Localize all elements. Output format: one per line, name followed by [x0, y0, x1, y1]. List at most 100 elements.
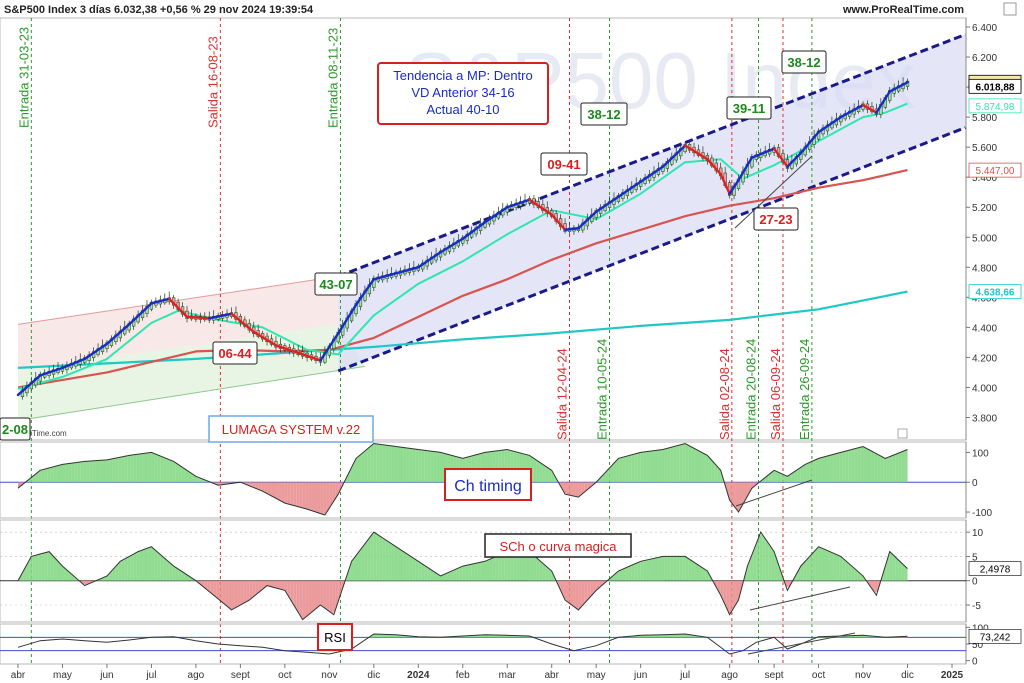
rsi-overbought-fill [498, 635, 502, 638]
ch-timing-fill [430, 451, 434, 483]
y-tick-label: 5 [972, 552, 978, 563]
ch-timing-line [17, 442, 908, 516]
ch-timing-fill [643, 451, 647, 483]
ch-timing-fill [293, 482, 297, 507]
sch-fill [364, 539, 368, 581]
site-label[interactable]: www.ProRealTime.com [842, 4, 964, 16]
price-line-segment [861, 103, 878, 114]
price-line-segment [439, 237, 464, 254]
ch-timing-fill [646, 451, 650, 483]
ch-timing-fill [439, 452, 443, 483]
rsi-value-box [968, 629, 1022, 644]
ch-timing-fill [145, 452, 149, 483]
close-box[interactable] [1003, 2, 1017, 16]
sch-fill [323, 580, 327, 610]
sch-fill [495, 555, 499, 581]
divergence-line-ch [735, 479, 813, 507]
sch-fill [314, 580, 318, 610]
ch-timing-fill [877, 454, 881, 483]
ch-timing-fill [175, 462, 179, 483]
ch-timing-fill [702, 453, 706, 483]
sch-fill [833, 553, 837, 581]
sch-fill [483, 560, 487, 581]
sch-fill [222, 580, 226, 605]
sch-fill [308, 580, 312, 615]
sch-fill [895, 557, 899, 581]
ch-timing-fill [868, 449, 872, 483]
ch-timing-fill [47, 467, 51, 483]
sch-fill [267, 580, 271, 587]
trend-line-2: VD Anterior 34-16 [411, 85, 514, 100]
system-label: LUMAGA SYSTEM v.22 [222, 422, 360, 437]
sch-fill [252, 580, 256, 598]
entry-signal-label: Entrada 10-05-24 [595, 339, 610, 440]
ch-timing-fill [376, 443, 380, 483]
sch-fill [65, 568, 69, 581]
info-icon [897, 428, 908, 439]
ch-timing-fill [824, 456, 828, 483]
sch-fill [412, 557, 416, 581]
ch-timing-fill [634, 453, 638, 483]
ch-timing-fill [50, 466, 54, 483]
rsi-panel: 100 50 0 73,242 [0, 623, 1022, 668]
sch-fill [756, 535, 760, 581]
sch-fill [367, 536, 371, 581]
ch-timing-fill [572, 482, 576, 497]
sch-fill [768, 542, 772, 581]
y-tick-label: 10 [972, 528, 984, 539]
price-line-segment [737, 156, 754, 182]
x-tick-label: oct [278, 670, 292, 681]
y-tick-label: -100 [972, 508, 992, 519]
sch-fill [578, 580, 582, 610]
ch-timing-fill [400, 447, 404, 483]
sch-fill [667, 556, 671, 581]
score-tag: 27-23 [759, 212, 792, 227]
value-tag: 4.638,66 [976, 288, 1015, 299]
sch-fill [376, 534, 380, 581]
price-line-segment [839, 103, 865, 119]
ch-timing-fill [673, 445, 677, 483]
sch-fill [240, 580, 244, 605]
price-line-segment [394, 266, 420, 275]
trend-box-frame [377, 62, 549, 125]
y-tick-label: 100 [972, 623, 989, 634]
ch-timing-fill [581, 482, 585, 495]
sch-fill [658, 556, 662, 581]
score-tag: 09-41 [547, 157, 580, 172]
sch-fill [296, 580, 300, 615]
y-tick-label: 0 [972, 657, 978, 668]
ch-timing-fill [136, 454, 140, 483]
ch-timing-fill [433, 451, 437, 483]
ch-timing-fill [127, 455, 131, 483]
y-tick-label: 4.000 [972, 383, 997, 394]
x-tick-label: ago [721, 670, 738, 681]
ch-timing-fill [848, 449, 852, 483]
ch-timing-fill [89, 460, 93, 483]
ch-timing-fill [815, 458, 819, 483]
sch-fill [450, 570, 454, 581]
sch-fill [139, 549, 143, 581]
sch-fill [136, 551, 140, 581]
sch-fill [516, 551, 520, 581]
sch-fill [848, 562, 852, 581]
sch-fill [765, 538, 769, 581]
sch-fill [691, 560, 695, 581]
sch-fill [418, 561, 422, 581]
ch-timing-fill [148, 452, 152, 483]
sch-fill [403, 551, 407, 581]
sch-fill [379, 536, 383, 581]
ch-timing-fill [272, 482, 276, 499]
score-tag-box [314, 272, 358, 296]
ch-timing-fill [747, 482, 751, 497]
x-tick-label: oct [812, 670, 826, 681]
sch-fill [151, 546, 155, 581]
price-line-segment [461, 221, 487, 240]
ch-timing-fill [379, 444, 383, 483]
sch-fill [723, 580, 727, 609]
ch-timing-fill [732, 482, 736, 509]
ch-timing-fill [364, 448, 368, 483]
rsi-overbought-fill [486, 634, 490, 638]
score-tag-box [212, 341, 258, 365]
sch-fill [732, 580, 736, 610]
price-line-segment [817, 115, 843, 134]
